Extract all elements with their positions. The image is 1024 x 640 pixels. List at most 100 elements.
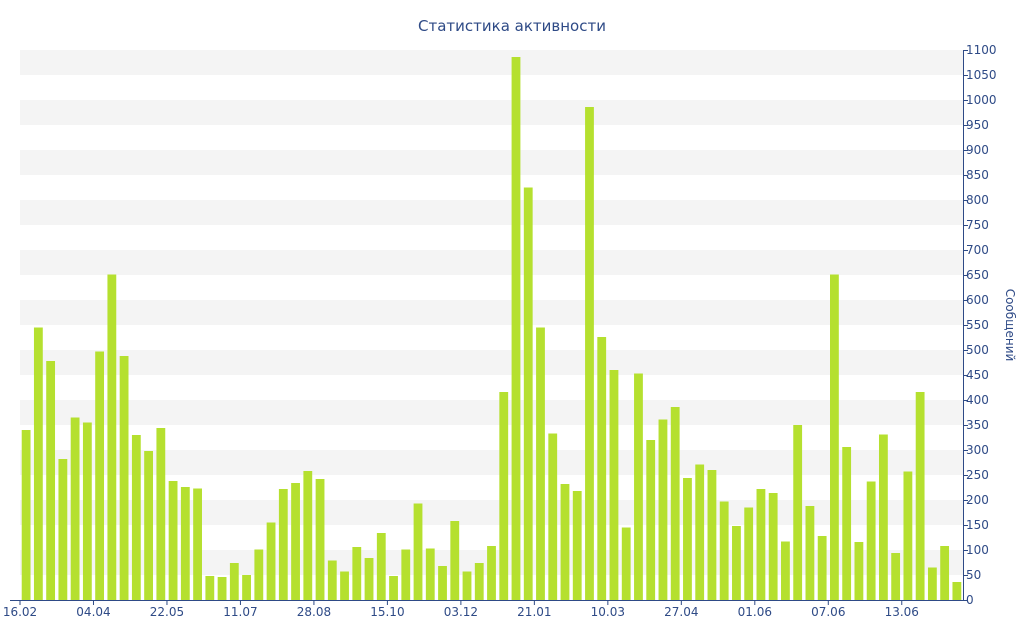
x-tick-label: 13.06 — [885, 605, 919, 619]
bar — [352, 547, 362, 600]
x-tick-label: 28.08 — [297, 605, 331, 619]
bar — [266, 522, 276, 600]
bar — [340, 571, 349, 600]
grid-band — [20, 100, 963, 125]
bar — [156, 428, 166, 600]
y-tick-label: 500 — [966, 343, 989, 357]
bar — [683, 478, 692, 600]
y-tick-label: 700 — [966, 243, 989, 257]
bar — [413, 503, 423, 600]
bar — [830, 274, 839, 600]
bar — [511, 57, 521, 600]
bar — [242, 575, 251, 600]
y-tick-label: 800 — [966, 193, 989, 207]
bar — [732, 526, 741, 600]
x-tick-label: 10.03 — [591, 605, 625, 619]
bar — [499, 392, 509, 600]
bar — [817, 536, 827, 600]
bar — [70, 417, 80, 600]
y-tick-label: 850 — [966, 168, 989, 182]
x-tick-label: 03.12 — [444, 605, 478, 619]
bar-series — [21, 57, 962, 600]
bar — [621, 527, 631, 600]
bar — [891, 553, 901, 600]
bar — [376, 533, 386, 600]
bar — [854, 542, 864, 600]
bar — [278, 489, 288, 600]
x-tick-label: 27.04 — [664, 605, 698, 619]
bar — [572, 491, 582, 600]
bar — [425, 548, 435, 600]
bar — [46, 361, 56, 600]
y-tick-label: 150 — [966, 518, 989, 532]
bar — [95, 351, 105, 600]
bar — [462, 571, 472, 600]
y-tick-label: 600 — [966, 293, 989, 307]
bar — [670, 407, 680, 600]
y-tick-label: 950 — [966, 118, 989, 132]
bar — [781, 541, 790, 600]
x-tick-label: 04.04 — [76, 605, 110, 619]
y-tick-label: 1100 — [966, 43, 997, 57]
y-tick-label: 900 — [966, 143, 989, 157]
bar — [609, 370, 619, 600]
bar — [658, 419, 668, 600]
y-tick-label: 650 — [966, 268, 989, 282]
bar — [487, 546, 496, 600]
x-tick-label: 01.06 — [738, 605, 772, 619]
bar — [756, 489, 766, 600]
bar — [82, 422, 92, 600]
bar — [695, 464, 705, 600]
bar — [327, 560, 337, 600]
grid-band — [20, 250, 963, 275]
bar — [401, 549, 411, 600]
chart-title: Статистика активности — [418, 17, 606, 35]
y-tick-label: 450 — [966, 368, 989, 382]
bar — [927, 567, 937, 600]
bar — [646, 440, 656, 600]
bar — [21, 430, 31, 600]
bar — [205, 576, 215, 600]
x-tick-label: 15.10 — [370, 605, 404, 619]
grid-band — [20, 50, 963, 75]
bar — [548, 433, 558, 600]
bar — [585, 107, 594, 600]
y-tick-label: 300 — [966, 443, 989, 457]
bar — [107, 274, 117, 600]
bar — [450, 521, 460, 600]
y-tick-label: 250 — [966, 468, 989, 482]
bar — [131, 435, 141, 600]
bar — [560, 484, 570, 600]
bar — [866, 481, 876, 600]
bar — [707, 470, 717, 600]
y-tick-label: 1000 — [966, 93, 997, 107]
bar — [144, 451, 153, 600]
x-tick-label: 21.01 — [517, 605, 551, 619]
bar — [315, 479, 325, 600]
bar — [303, 471, 313, 600]
y-tick-label: 100 — [966, 543, 989, 557]
y-axis-label: Сообщений — [1003, 289, 1017, 362]
grid-band — [20, 350, 963, 375]
bar — [805, 506, 815, 600]
x-axis-ticks: 16.02 04.04 22.05 11.07 28.08 15.10 03.12 21.01… — [3, 600, 919, 619]
grid-band — [20, 300, 963, 325]
bar — [842, 447, 852, 600]
grid-band — [20, 200, 963, 225]
y-tick-label: 0 — [966, 593, 974, 607]
y-tick-label: 750 — [966, 218, 989, 232]
bar — [744, 507, 754, 600]
grid-band — [20, 450, 963, 475]
y-tick-label: 400 — [966, 393, 989, 407]
y-tick-label: 1050 — [966, 68, 997, 82]
bar — [193, 488, 202, 600]
y-tick-label: 550 — [966, 318, 989, 332]
bar — [523, 187, 533, 600]
bar — [229, 563, 239, 600]
bar — [217, 577, 227, 600]
y-tick-label: 350 — [966, 418, 989, 432]
bar — [597, 337, 607, 600]
bar — [940, 546, 950, 600]
bar — [903, 471, 913, 600]
